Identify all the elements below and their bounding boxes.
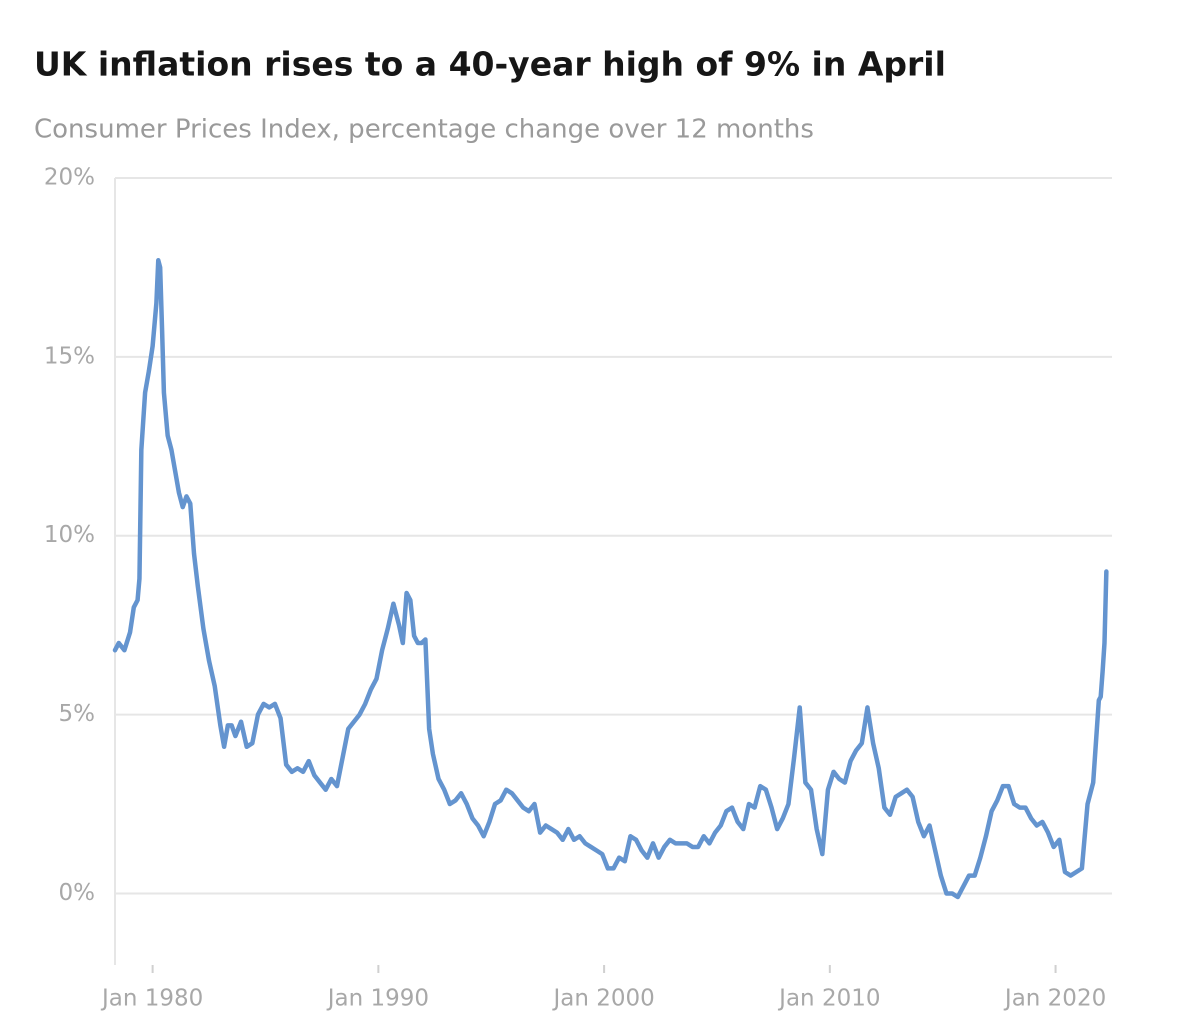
x-tick-label: Jan 1980	[100, 986, 203, 1012]
y-tick-label: 10%	[44, 522, 95, 548]
x-tick-label: Jan 2020	[1003, 986, 1106, 1012]
x-tick-label: Jan 2000	[551, 986, 654, 1012]
data-line	[112, 258, 1109, 900]
y-tick-label: 20%	[44, 165, 95, 191]
x-tick-label: Jan 1990	[326, 986, 429, 1012]
y-tick-label: 5%	[59, 701, 96, 727]
y-tick-label: 0%	[59, 880, 96, 906]
x-tick-label: Jan 2010	[777, 986, 880, 1012]
chart-subtitle: Consumer Prices Index, percentage change…	[34, 115, 814, 145]
y-tick-label: 15%	[44, 343, 95, 369]
chart-title: UK inflation rises to a 40-year high of …	[34, 45, 946, 84]
